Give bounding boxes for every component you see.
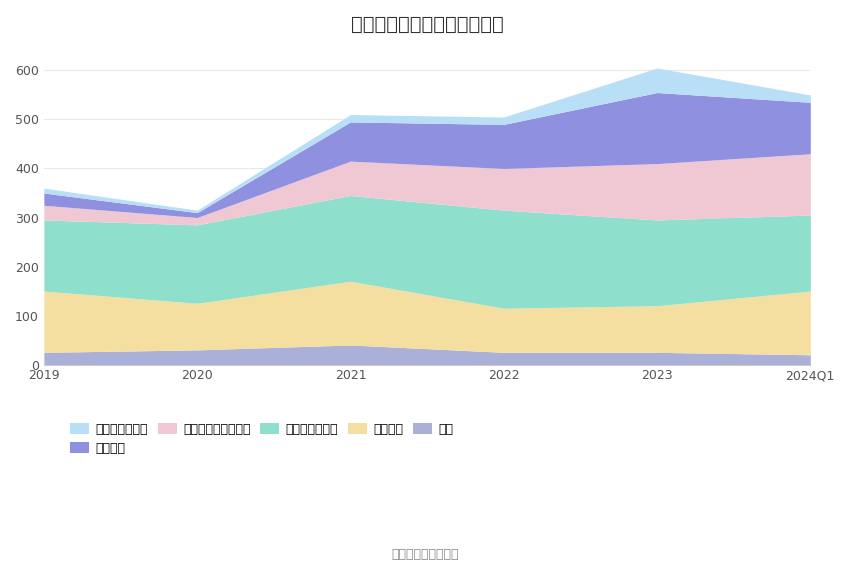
Text: 数据来源：恒生聚源: 数据来源：恒生聚源	[391, 548, 459, 561]
Title: 历年主要负债堆积图（亿元）: 历年主要负债堆积图（亿元）	[351, 15, 503, 34]
Legend: 应付短期融资款, 折入资金, 卖出回购金融资产款, 代理买卖证券款, 应付债券, 其它: 应付短期融资款, 折入资金, 卖出回购金融资产款, 代理买卖证券款, 应付债券,…	[65, 418, 458, 460]
